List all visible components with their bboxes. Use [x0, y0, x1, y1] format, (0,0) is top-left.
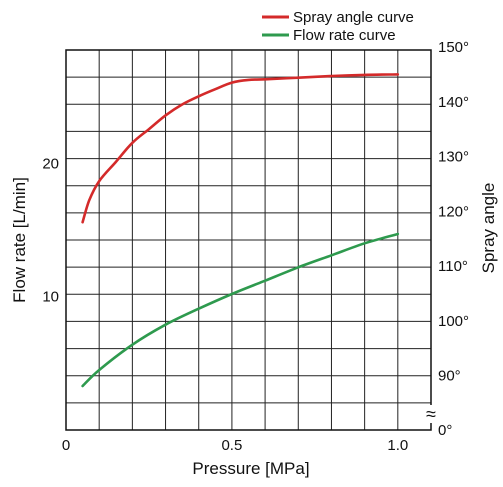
right-y-tick-label: 120° — [438, 203, 469, 220]
x-axis-title: Pressure [MPa] — [192, 459, 309, 478]
axis-break-symbol: ≈ — [426, 404, 436, 424]
right-y-tick-label: 110° — [438, 258, 468, 275]
axis-break-mask — [425, 405, 437, 423]
tick-labels: 0 0.5 1.0 10 20 0° 90° 100° 110° 120° 130° 140° 150° — [42, 39, 469, 454]
x-tick-label: 0 — [62, 437, 70, 454]
legend-label-spray-angle: Spray angle curve — [293, 9, 414, 26]
right-y-axis-title: Spray angle — [479, 183, 498, 274]
x-tick-label: 1.0 — [387, 437, 408, 454]
plot-frame — [65, 49, 432, 431]
left-y-tick-label: 10 — [42, 289, 59, 306]
spray-angle-curve — [81, 73, 400, 224]
right-y-tick-label: 140° — [438, 94, 469, 111]
right-y-tick-label: 130° — [438, 149, 469, 166]
left-y-axis-title: Flow rate [L/min] — [10, 177, 29, 303]
right-y-tick-label: 0° — [438, 422, 452, 439]
left-y-tick-label: 20 — [42, 155, 59, 172]
right-y-tick-label: 150° — [438, 39, 469, 56]
right-y-tick-label: 90° — [438, 368, 461, 385]
flow-rate-curve — [81, 232, 400, 388]
right-y-tick-label: 100° — [438, 313, 469, 330]
grid — [66, 50, 431, 430]
curves — [81, 73, 400, 388]
x-tick-label: 0.5 — [221, 437, 242, 454]
legend-label-flow-rate: Flow rate curve — [293, 27, 396, 44]
legend: Spray angle curve Flow rate curve — [262, 9, 414, 44]
